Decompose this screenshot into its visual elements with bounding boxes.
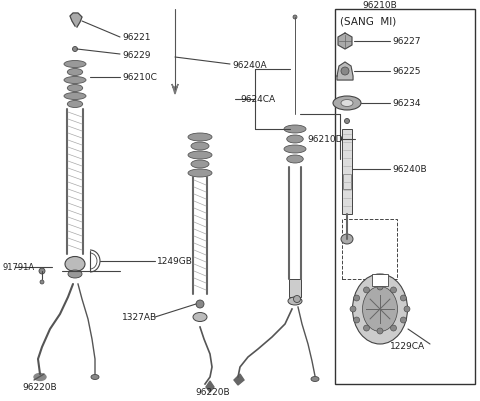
Text: (SANG  MI): (SANG MI) bbox=[340, 17, 396, 27]
Text: 96220B: 96220B bbox=[23, 383, 57, 391]
Ellipse shape bbox=[293, 16, 297, 20]
Ellipse shape bbox=[39, 268, 45, 274]
Ellipse shape bbox=[64, 77, 86, 84]
Ellipse shape bbox=[391, 287, 396, 293]
Ellipse shape bbox=[284, 146, 306, 154]
Ellipse shape bbox=[400, 317, 407, 323]
Ellipse shape bbox=[333, 97, 361, 111]
Ellipse shape bbox=[284, 126, 306, 134]
Ellipse shape bbox=[345, 119, 349, 124]
Bar bbox=[335, 10, 475, 384]
Ellipse shape bbox=[193, 313, 207, 322]
Text: 96240A: 96240A bbox=[232, 60, 266, 69]
Ellipse shape bbox=[91, 375, 99, 380]
Ellipse shape bbox=[67, 85, 83, 92]
Ellipse shape bbox=[72, 47, 77, 53]
Text: 91791A: 91791A bbox=[2, 263, 34, 272]
Ellipse shape bbox=[363, 287, 370, 293]
Ellipse shape bbox=[40, 280, 44, 284]
Text: 96210C: 96210C bbox=[122, 73, 157, 82]
Text: 1229CA: 1229CA bbox=[390, 342, 425, 350]
Ellipse shape bbox=[293, 296, 300, 303]
Polygon shape bbox=[70, 14, 82, 28]
Ellipse shape bbox=[341, 235, 353, 244]
Ellipse shape bbox=[341, 68, 349, 76]
Text: 96229: 96229 bbox=[122, 51, 151, 59]
Bar bbox=[342, 130, 352, 215]
Polygon shape bbox=[206, 381, 214, 392]
Ellipse shape bbox=[400, 295, 407, 301]
Text: 96220B: 96220B bbox=[195, 387, 229, 397]
Text: 96234: 96234 bbox=[392, 99, 420, 108]
Ellipse shape bbox=[341, 100, 353, 107]
Ellipse shape bbox=[377, 328, 383, 334]
Text: 1327AB: 1327AB bbox=[122, 313, 157, 322]
Ellipse shape bbox=[188, 170, 212, 178]
Text: 1249GB: 1249GB bbox=[157, 257, 193, 266]
Ellipse shape bbox=[65, 257, 85, 272]
Ellipse shape bbox=[68, 270, 82, 278]
Polygon shape bbox=[337, 63, 353, 81]
Ellipse shape bbox=[188, 134, 212, 142]
Ellipse shape bbox=[311, 377, 319, 381]
Polygon shape bbox=[338, 34, 352, 50]
Ellipse shape bbox=[354, 295, 360, 301]
Ellipse shape bbox=[363, 325, 370, 331]
Bar bbox=[343, 174, 351, 190]
Text: 96210D: 96210D bbox=[307, 135, 343, 144]
Ellipse shape bbox=[287, 156, 303, 164]
Text: 96210B: 96210B bbox=[362, 2, 397, 10]
Text: 96227: 96227 bbox=[392, 37, 420, 47]
Ellipse shape bbox=[191, 160, 209, 168]
Bar bbox=[289, 279, 301, 297]
Ellipse shape bbox=[404, 306, 410, 312]
Ellipse shape bbox=[377, 284, 383, 290]
Ellipse shape bbox=[352, 274, 408, 344]
Text: 96240B: 96240B bbox=[392, 165, 427, 174]
Polygon shape bbox=[234, 374, 244, 385]
Ellipse shape bbox=[67, 101, 83, 108]
Ellipse shape bbox=[287, 136, 303, 144]
Text: 96225: 96225 bbox=[392, 67, 420, 76]
Text: 9624CA: 9624CA bbox=[240, 95, 275, 104]
Ellipse shape bbox=[350, 306, 356, 312]
Ellipse shape bbox=[34, 374, 46, 381]
Ellipse shape bbox=[67, 69, 83, 76]
Ellipse shape bbox=[288, 297, 302, 305]
Ellipse shape bbox=[196, 300, 204, 308]
Text: 96221: 96221 bbox=[122, 33, 151, 43]
Bar bbox=[342, 219, 397, 279]
Ellipse shape bbox=[354, 317, 360, 323]
Ellipse shape bbox=[64, 93, 86, 100]
Ellipse shape bbox=[191, 143, 209, 151]
Ellipse shape bbox=[188, 152, 212, 160]
Bar bbox=[372, 274, 388, 286]
Ellipse shape bbox=[391, 325, 396, 331]
Ellipse shape bbox=[64, 61, 86, 68]
Polygon shape bbox=[172, 85, 178, 95]
Ellipse shape bbox=[362, 287, 397, 332]
